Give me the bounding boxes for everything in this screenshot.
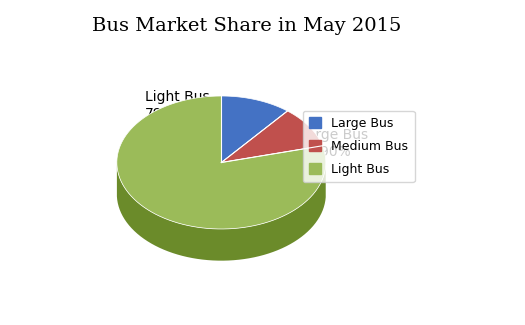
Polygon shape [117, 96, 326, 229]
Polygon shape [222, 96, 287, 162]
Polygon shape [222, 111, 322, 162]
Polygon shape [117, 165, 326, 261]
Text: Bus Market Share in May 2015: Bus Market Share in May 2015 [92, 17, 401, 35]
Text: Medium Bus
10.05%: Medium Bus 10.05% [178, 198, 264, 228]
Text: Light Bus
79.05%: Light Bus 79.05% [145, 90, 210, 121]
Text: Large Bus
10.90%: Large Bus 10.90% [299, 128, 368, 159]
Legend: Large Bus, Medium Bus, Light Bus: Large Bus, Medium Bus, Light Bus [302, 111, 415, 182]
